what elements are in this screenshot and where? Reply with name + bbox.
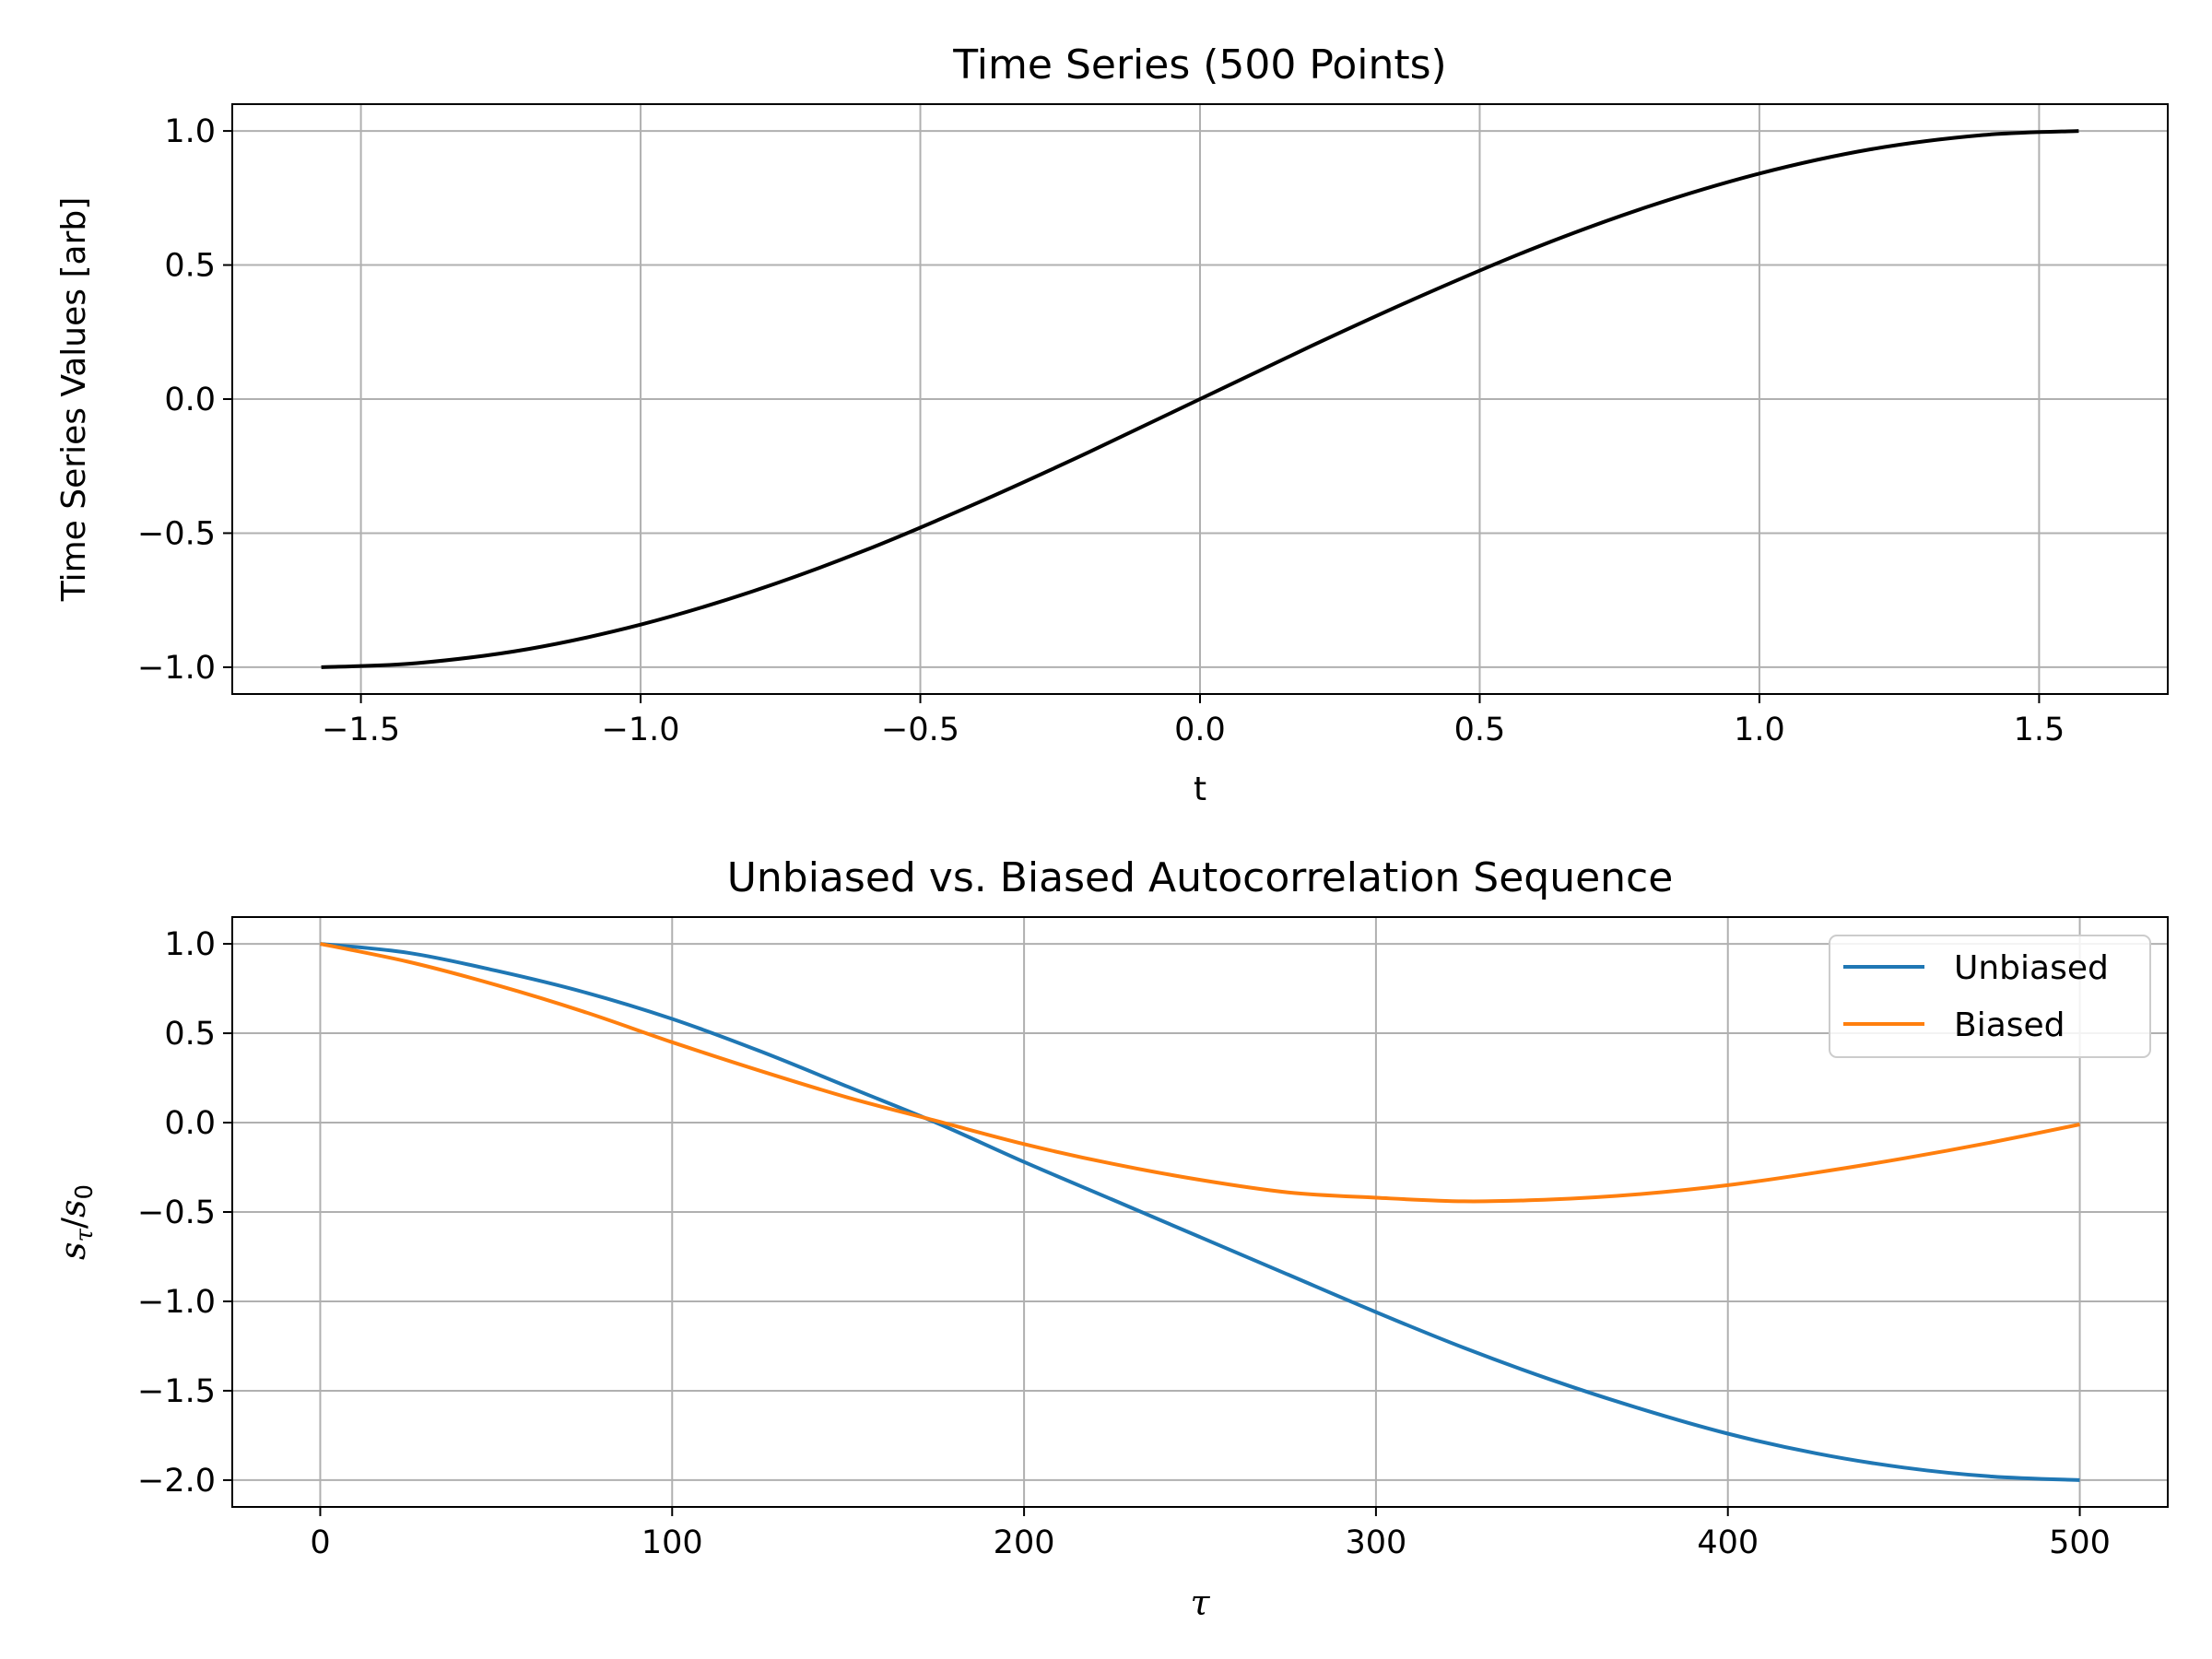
- autocorrelation-ytick-label-1: 0.5: [164, 1016, 216, 1053]
- time-series-lines: [321, 129, 2079, 669]
- autocorrelation-legend: Unbiased Biased: [1829, 935, 2151, 1058]
- autocorrelation-xtick-label-3: 300: [1346, 1524, 1407, 1561]
- time-series-xlabel: t: [1194, 771, 1206, 808]
- autocorrelation-title: Unbiased vs. Biased Autocorrelation Sequ…: [727, 854, 1674, 901]
- time-series-xtick-label-5: 1.0: [1734, 712, 1785, 748]
- autocorrelation-xtick-label-1: 100: [641, 1524, 703, 1561]
- time-series-line-series-0: [321, 129, 2079, 669]
- time-series-ytick-label-2: 0.0: [164, 382, 216, 418]
- time-series-xtick-label-0: −1.5: [322, 712, 400, 748]
- autocorrelation-ytick-label-3: −0.5: [137, 1194, 216, 1231]
- time-series-title: Time Series (500 Points): [952, 41, 1446, 88]
- time-series-xtick-label-4: 0.5: [1454, 712, 1506, 748]
- autocorrelation-ytick-label-4: −1.0: [137, 1284, 216, 1321]
- time-series-ytick-label-4: −1.0: [137, 650, 216, 687]
- time-series-ylabel: Time Series Values [arb]: [55, 197, 93, 603]
- time-series-ytick-label-3: −0.5: [137, 515, 216, 552]
- autocorrelation-xtick-label-2: 200: [994, 1524, 1055, 1561]
- time-series-panel: −1.5 −1.0 −0.5 0.0 0.5 1.0 1.5 1.0 0.5 0.0 −0.5 −1.…: [55, 41, 2169, 808]
- autocorrelation-xlabel: τ: [1190, 1583, 1210, 1623]
- autocorrelation-xtick-label-4: 400: [1697, 1524, 1759, 1561]
- autocorrelation-panel: 0 100 200 300 400 500 1.0 0.5 0.0 −0.5 −1.0 −1.5 −2.…: [53, 854, 2169, 1623]
- autocorrelation-xtick-label-0: 0: [310, 1524, 330, 1561]
- legend-biased-label: Biased: [1954, 1006, 2065, 1044]
- svg-text:sτ/s0: sτ/s0: [53, 1184, 99, 1260]
- time-series-xtick-label-3: 0.0: [1174, 712, 1226, 748]
- autocorrelation-xtick-label-5: 500: [2049, 1524, 2111, 1561]
- time-series-xtick-label-1: −1.0: [602, 712, 680, 748]
- autocorrelation-ylabel: sτ/s0: [53, 1184, 99, 1260]
- autocorrelation-ytick-label-2: 0.0: [164, 1105, 216, 1142]
- time-series-xtick-label-6: 1.5: [2014, 712, 2065, 748]
- autocorrelation-lines: [320, 942, 2080, 1482]
- time-series-ytick-label-1: 0.5: [164, 248, 216, 285]
- time-series-xtick-label-2: −0.5: [881, 712, 959, 748]
- autocorrelation-line-unbiased: [320, 942, 2080, 1482]
- autocorrelation-ytick-label-5: −1.5: [137, 1373, 216, 1410]
- time-series-grid: [232, 104, 2168, 694]
- autocorrelation-ytick-label-0: 1.0: [164, 926, 216, 963]
- autocorrelation-ticks: 0 100 200 300 400 500 1.0 0.5 0.0 −0.5 −1.0 −1.5 −2.…: [137, 926, 2111, 1561]
- time-series-ticks: −1.5 −1.0 −0.5 0.0 0.5 1.0 1.5 1.0 0.5 0.0 −0.5 −1.…: [137, 113, 2065, 748]
- autocorrelation-line-biased: [320, 942, 2080, 1204]
- autocorrelation-ytick-label-6: −2.0: [137, 1463, 216, 1500]
- legend-unbiased-label: Unbiased: [1954, 949, 2109, 987]
- time-series-ytick-label-0: 1.0: [164, 113, 216, 150]
